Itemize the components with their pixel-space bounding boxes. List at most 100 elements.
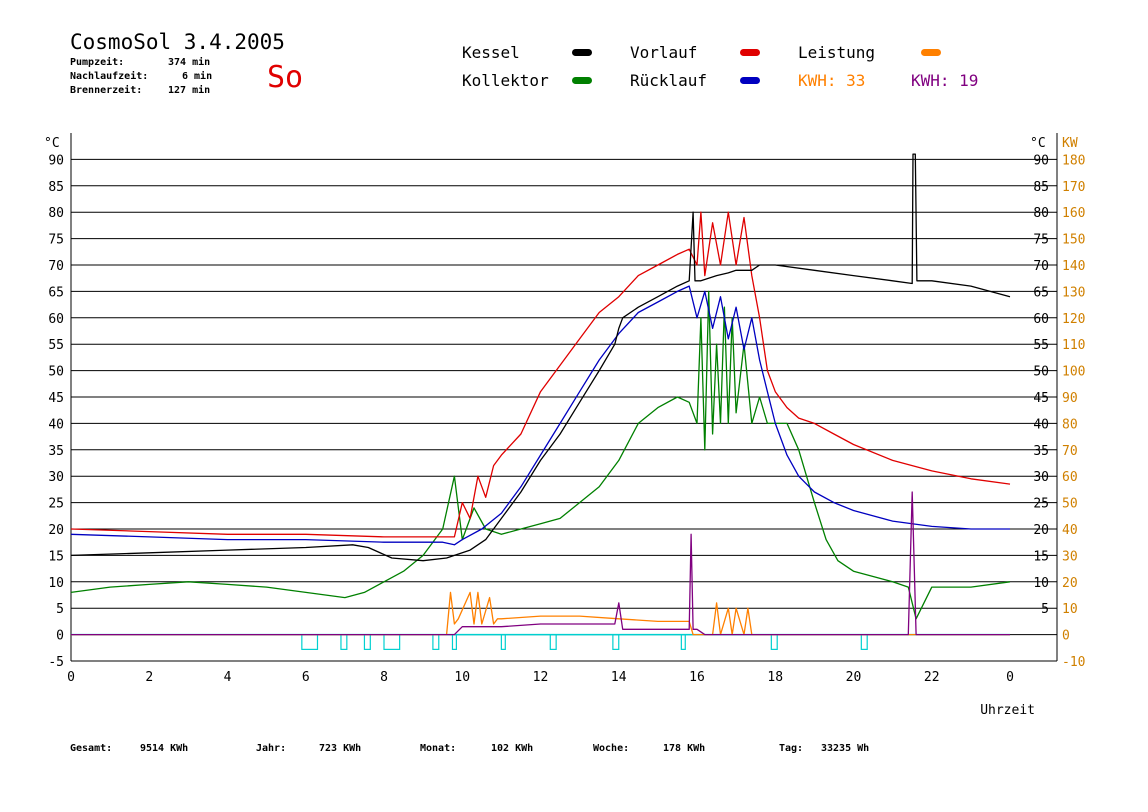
y-tick-label: 0 (56, 629, 64, 644)
pump-pulse (451, 633, 457, 650)
info-value: 6 min (182, 71, 213, 82)
info-label: Brennerzeit: (70, 85, 143, 96)
x-tick-label: 4 (224, 670, 232, 685)
x-axis-label: Uhrzeit (980, 703, 1035, 718)
y-tick-label: 25 (48, 497, 64, 512)
kw-tick-label: 150 (1062, 233, 1085, 248)
footer-value: 723 KWh (319, 743, 362, 754)
y-tick-label: 85 (48, 180, 64, 195)
kw-tick-label: 80 (1062, 417, 1078, 432)
y-right-tick-label: 25 (1033, 497, 1049, 512)
y-tick-label: 45 (48, 391, 64, 406)
series-line-kollektor (70, 290, 1011, 620)
kw-tick-label: 160 (1062, 206, 1085, 221)
footer-tag: Tag: 33235 Wh (779, 743, 869, 754)
y-tick-label: 35 (48, 444, 64, 459)
legend-leistung: Leistung (798, 43, 876, 62)
kw-tick-label: 40 (1062, 523, 1078, 538)
pump-pulse (680, 633, 686, 650)
x-tick-label: 14 (611, 670, 627, 685)
footer-gesamt: Gesamt: 9514 KWh (70, 743, 188, 754)
kw-tick-label: 180 (1062, 153, 1085, 168)
legend-kessel: Kessel (462, 43, 520, 62)
y-tick-label: -5 (48, 655, 64, 670)
legend-kollektor: Kollektor (462, 71, 549, 90)
series-line-leistung (71, 591, 1010, 636)
day-label: So (267, 60, 304, 95)
y-tick-label: 40 (48, 417, 64, 432)
y-right-tick-label: 80 (1033, 206, 1049, 221)
footer-label: Woche: (593, 743, 630, 754)
legend-vorlauf: Vorlauf (630, 43, 698, 62)
legend-ruecklauf-swatch (740, 77, 760, 84)
x-tick-label: 20 (846, 670, 862, 685)
legend-kessel-swatch (572, 49, 592, 56)
legend-kwh1: KWH: 33 (798, 71, 865, 90)
pump-pulse (500, 633, 506, 650)
pump-pulse (432, 633, 440, 650)
y-right-tick-label: 5 (1041, 602, 1049, 617)
y-right-tick-label: 10 (1033, 576, 1049, 591)
kw-tick-label: 130 (1062, 285, 1085, 300)
kwh2-value: 19 (959, 71, 979, 90)
footer-woche: Woche: 178 KWh (593, 743, 705, 754)
legend-leistung-swatch (921, 49, 941, 56)
y-tick-label: 80 (48, 206, 64, 221)
legend-kwh2: KWH: 19 (911, 71, 978, 90)
y-right-tick-label: 35 (1033, 444, 1049, 459)
series-line-kwh2 (71, 491, 1010, 636)
kw-tick-label: 170 (1062, 180, 1085, 195)
pump-pulse (363, 633, 371, 650)
kw-tick-label: 100 (1062, 365, 1085, 380)
x-tick-label: 8 (380, 670, 388, 685)
x-tick-label: 0 (67, 670, 75, 685)
y-tick-label: 75 (48, 233, 64, 248)
legend-kollektor-swatch (572, 77, 592, 84)
kwh1-value: 33 (846, 71, 866, 90)
kw-tick-label: 120 (1062, 312, 1085, 327)
y-tick-label: 55 (48, 338, 64, 353)
footer-value: 178 KWh (663, 743, 706, 754)
y-right-tick-label: 70 (1033, 259, 1049, 274)
y-right-tick-label: 75 (1033, 233, 1049, 248)
y-tick-label: 10 (48, 576, 64, 591)
y-right-tick-label: 40 (1033, 417, 1049, 432)
kwh2-label: KWH: (911, 71, 950, 90)
x-tick-label: 6 (302, 670, 310, 685)
x-tick-label: 10 (454, 670, 470, 685)
kw-tick-label: 20 (1062, 576, 1078, 591)
info-brennerzeit: Brennerzeit: 127 min (70, 85, 210, 96)
kwh1-label: KWH: (798, 71, 837, 90)
y-tick-label: 30 (48, 470, 64, 485)
kw-tick-label: 90 (1062, 391, 1078, 406)
kw-tick-label: 70 (1062, 444, 1078, 459)
footer-label: Monat: (420, 743, 457, 754)
footer-value: 33235 Wh (821, 743, 870, 754)
kw-tick-label: 110 (1062, 338, 1085, 353)
pump-pulse (770, 633, 778, 650)
y-right-tick-label: 30 (1033, 470, 1049, 485)
footer-jahr: Jahr: 723 KWh (256, 743, 361, 754)
x-tick-label: 18 (767, 670, 783, 685)
y-tick-label: 15 (48, 549, 64, 564)
pump-pulse (860, 633, 868, 650)
x-tick-label: 0 (1006, 670, 1014, 685)
y-tick-label: 50 (48, 365, 64, 380)
legend-vorlauf-swatch (740, 49, 760, 56)
y-right-tick-label: 65 (1033, 285, 1049, 300)
page-title: CosmoSol 3.4.2005 (70, 30, 285, 54)
y-right-tick-label: 90 (1033, 153, 1049, 168)
y-tick-label: 5 (56, 602, 64, 617)
y-tick-label: 20 (48, 523, 64, 538)
info-pumpzeit: Pumpzeit: 374 min (70, 57, 210, 68)
kw-unit-label: KW (1062, 136, 1078, 151)
y-right-unit-label: °C (1030, 136, 1046, 151)
kw-tick-label: 0 (1062, 629, 1070, 644)
info-value: 374 min (168, 57, 211, 68)
y-right-tick-label: 20 (1033, 523, 1049, 538)
pump-pulse (301, 633, 319, 650)
info-label: Nachlaufzeit: (70, 71, 149, 82)
footer-value: 102 KWh (491, 743, 534, 754)
y-right-tick-label: 55 (1033, 338, 1049, 353)
series-line-ruecklauf (70, 285, 1010, 546)
